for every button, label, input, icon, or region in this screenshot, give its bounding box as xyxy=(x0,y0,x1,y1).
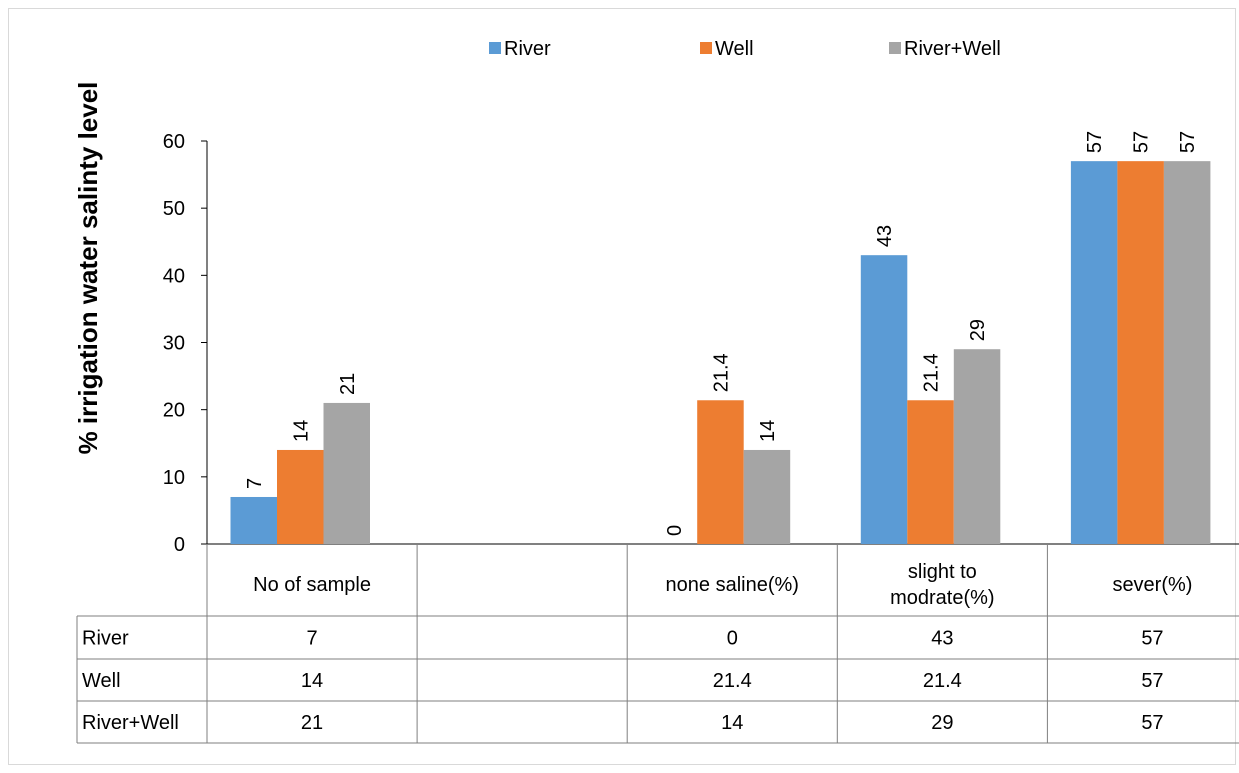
category-label: slight to xyxy=(908,561,977,583)
legend-swatch xyxy=(700,42,712,54)
legend-swatch xyxy=(489,42,501,54)
legend-swatch xyxy=(889,42,901,54)
table-cell: 7 xyxy=(306,628,317,650)
data-label: 43 xyxy=(874,225,896,247)
table-cell: 57 xyxy=(1141,670,1163,692)
bar xyxy=(860,255,908,544)
data-label: 0 xyxy=(664,525,686,536)
bar xyxy=(953,349,1001,544)
bar xyxy=(1070,161,1118,544)
data-label: 29 xyxy=(967,319,989,341)
y-tick-label: 0 xyxy=(174,534,185,556)
table-cell: 14 xyxy=(721,712,743,734)
table-cell: 14 xyxy=(301,670,323,692)
bars xyxy=(230,161,1211,544)
table-series-name: Well xyxy=(82,670,121,692)
table-cell: 57 xyxy=(1141,628,1163,650)
data-table: No of sample none saline(%) slight to modra… xyxy=(76,544,1239,744)
data-label: 21 xyxy=(337,373,359,395)
y-tick-label: 40 xyxy=(163,265,185,287)
bar xyxy=(697,400,744,544)
bar xyxy=(743,449,791,544)
legend-label: Well xyxy=(715,38,754,60)
bar xyxy=(230,496,277,544)
legend: River Well River+Well xyxy=(489,38,1001,60)
bar xyxy=(1117,161,1164,544)
table-series-name: River xyxy=(82,628,129,650)
data-label: 14 xyxy=(290,420,312,442)
legend-label: River+Well xyxy=(904,38,1001,60)
data-label: 57 xyxy=(1084,131,1106,153)
table-cell: 21.4 xyxy=(923,670,962,692)
table-cell: 21.4 xyxy=(713,670,752,692)
y-tick-label: 50 xyxy=(163,198,185,220)
table-cell: 57 xyxy=(1141,712,1163,734)
data-label: 57 xyxy=(1131,131,1153,153)
category-label: sever(%) xyxy=(1112,574,1192,596)
bar xyxy=(1163,161,1211,544)
category-label: No of sample xyxy=(253,574,371,596)
y-tick-label: 60 xyxy=(163,131,185,153)
data-label: 57 xyxy=(1177,131,1199,153)
data-label: 21.4 xyxy=(921,353,943,392)
y-tick-label: 20 xyxy=(163,400,185,422)
y-tick-label: 30 xyxy=(163,333,185,355)
table-cell: 0 xyxy=(727,628,738,650)
table-cell: 43 xyxy=(931,628,953,650)
bar xyxy=(277,449,324,544)
data-label: 21.4 xyxy=(710,353,732,392)
data-labels: 7 0 43 57 14 21.4 21.4 57 21 14 29 57 xyxy=(244,131,1199,536)
category-label: none saline(%) xyxy=(666,574,799,596)
data-label: 7 xyxy=(244,478,266,489)
table-series-name: River+Well xyxy=(82,712,179,734)
category-label: modrate(%) xyxy=(890,587,994,609)
bar xyxy=(323,402,370,544)
data-label: 14 xyxy=(757,420,779,442)
table-cell: 21 xyxy=(301,712,323,734)
y-axis-title: % irrigation water salinty level xyxy=(73,82,103,455)
legend-label: River xyxy=(504,38,551,60)
bar xyxy=(907,400,954,544)
chart-frame xyxy=(8,8,1236,765)
table-cell: 29 xyxy=(931,712,953,734)
y-tick-label: 10 xyxy=(163,467,185,489)
